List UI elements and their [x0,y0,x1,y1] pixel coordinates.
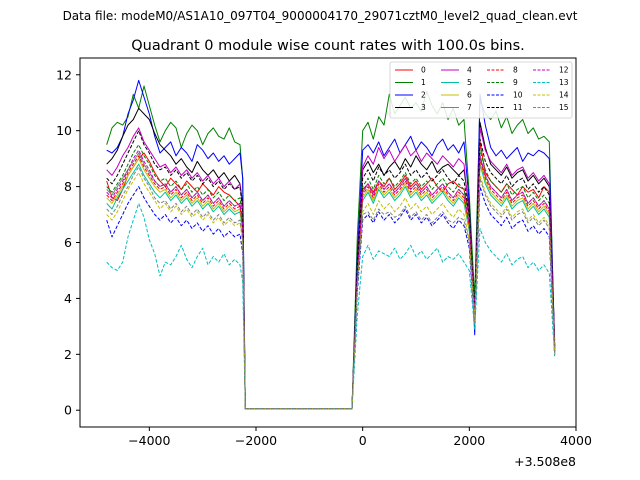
legend-label-6: 6 [467,91,472,100]
legend-label-5: 5 [467,78,472,87]
series-line-4 [106,127,556,410]
legend-label-2: 2 [421,91,426,100]
legend-label-10: 10 [513,91,523,100]
series-line-5 [106,163,556,410]
x-tick-label: 0 [359,433,367,448]
x-tick-label: 4000 [560,433,592,448]
y-tick-label: 0 [64,403,72,418]
legend-label-4: 4 [467,66,472,75]
x-tick-label: −2000 [235,433,277,448]
y-tick-label: 4 [64,291,72,306]
y-tick-label: 10 [56,123,72,138]
series-layer [106,79,556,410]
series-line-11 [106,130,556,410]
y-tick-label: 6 [64,235,72,250]
y-tick-label: 12 [56,67,72,82]
series-line-15 [106,166,556,410]
series-line-9 [106,144,556,410]
series-line-7 [106,152,556,410]
series-line-10 [106,186,556,410]
legend-frame [389,61,573,119]
series-line-3 [106,107,556,410]
legend-label-15: 15 [559,103,569,112]
legend-label-1: 1 [421,78,426,87]
legend-label-12: 12 [559,66,569,75]
x-offset-text: +3.508e8 [514,454,576,469]
legend-label-8: 8 [513,66,518,75]
y-tick-label: 8 [64,179,72,194]
legend-label-3: 3 [421,103,426,112]
legend-label-14: 14 [559,91,569,100]
legend-label-11: 11 [513,103,523,112]
x-tick-label: 2000 [453,433,485,448]
y-tick-label: 2 [64,347,72,362]
chart-title: Quadrant 0 module wise count rates with … [131,38,525,54]
series-line-13 [106,202,556,410]
legend-label-0: 0 [421,66,426,75]
legend-label-13: 13 [559,78,569,87]
series-line-2 [106,79,556,410]
legend-label-7: 7 [467,103,472,112]
x-tick-label: −4000 [128,433,170,448]
chart-suptitle: Data file: modeM0/AS1A10_097T04_90000041… [63,9,578,23]
legend-label-9: 9 [513,78,518,87]
